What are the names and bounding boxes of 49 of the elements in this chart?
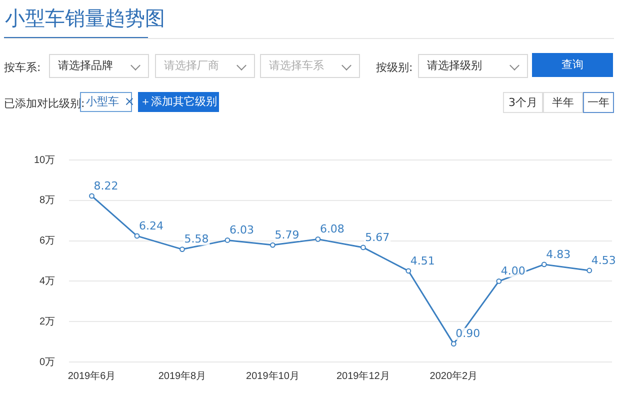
point: [134, 233, 140, 239]
x-tick-label: 2019年6月: [68, 370, 116, 382]
data-label: 0.90: [456, 327, 480, 340]
text: 请选择级别: [418, 54, 528, 78]
text: 按车系:: [4, 60, 41, 75]
text: 3个月: [503, 92, 543, 113]
point: [270, 242, 276, 248]
text: 半年: [543, 92, 583, 113]
data-label: 6.03: [229, 224, 254, 237]
y-tick-label: 8万: [40, 195, 56, 206]
y-tick-label: 10万: [34, 154, 56, 166]
data-label: 5.79: [274, 228, 300, 242]
x-tick-label: 2019年10月: [246, 370, 300, 382]
x-tick-label: 2020年2月: [430, 370, 478, 382]
data-label: 6.24: [138, 219, 164, 232]
text: 请选择厂商: [155, 54, 255, 78]
point: [360, 244, 366, 250]
text: 小型车: [86, 95, 119, 108]
x-tick-label: 2019年12月: [336, 370, 390, 382]
data-label: 5.58: [184, 232, 209, 246]
point: [89, 193, 94, 199]
data-label: 8.22: [94, 179, 118, 192]
data-label: 4.00: [500, 264, 526, 278]
point: [450, 341, 456, 347]
y-tick-label: 2万: [40, 316, 56, 328]
point: [180, 246, 185, 252]
data-label: 4.83: [546, 248, 571, 261]
point: [224, 237, 230, 243]
point: [406, 268, 412, 274]
text: 请选择品牌: [49, 54, 149, 78]
data-label: 4.51: [410, 254, 435, 268]
text: 按级别:: [376, 60, 413, 75]
data-label: 5.67: [365, 230, 390, 244]
text: 查询: [532, 53, 613, 77]
point: [541, 262, 547, 268]
data-label: 6.08: [320, 222, 344, 236]
x-tick-label: 2019年8月: [158, 370, 206, 382]
text: 一年: [583, 92, 614, 113]
point: [315, 236, 321, 242]
text: 已添加对比级别:: [4, 96, 85, 111]
y-tick-label: 4万: [40, 276, 56, 287]
text: ＋添加其它级别: [138, 92, 219, 112]
data-label: 4.53: [591, 254, 616, 267]
point: [586, 268, 592, 274]
text: 请选择车系: [260, 54, 360, 78]
y-tick-label: 0万: [40, 356, 56, 368]
chart-title: 小型车销量趋势图: [5, 5, 165, 32]
y-tick-label: 6万: [40, 236, 56, 247]
point: [496, 278, 502, 284]
